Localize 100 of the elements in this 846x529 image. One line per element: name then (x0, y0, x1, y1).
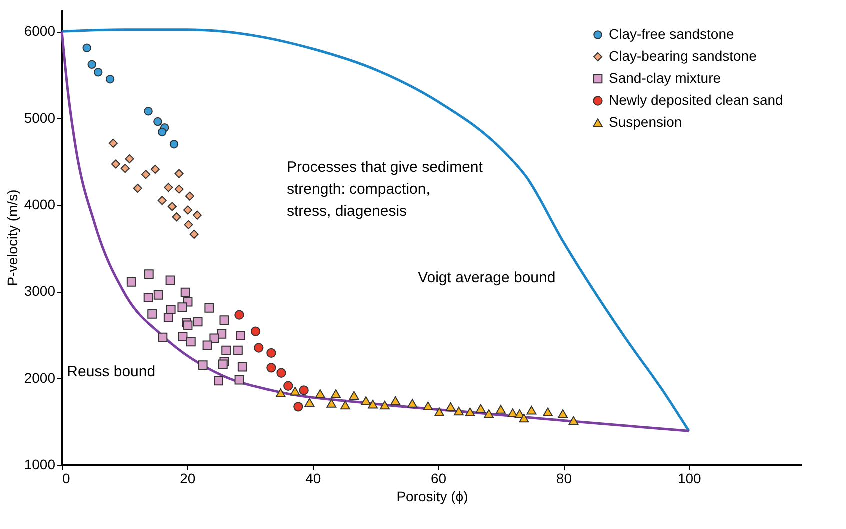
point (166, 305, 176, 315)
point (250, 326, 261, 336)
point (158, 128, 167, 137)
point (198, 360, 208, 370)
point (210, 334, 220, 344)
point (465, 408, 476, 417)
point (204, 303, 214, 313)
y-axis-title: P-velocity (m/s) (4, 190, 20, 286)
point (164, 312, 174, 322)
point (142, 170, 151, 180)
point (558, 409, 568, 418)
legend-label: Clay-bearing sandstone (609, 48, 758, 64)
point (172, 212, 182, 222)
point (94, 68, 103, 77)
point (368, 400, 378, 409)
point (326, 399, 337, 408)
point (519, 414, 530, 423)
legend-label: Newly deposited clean sand (609, 92, 784, 108)
point (304, 398, 315, 407)
point (108, 138, 118, 148)
point (174, 169, 184, 178)
point (184, 220, 194, 230)
point (125, 154, 134, 164)
point (222, 346, 231, 356)
point (184, 206, 193, 215)
point (454, 406, 464, 416)
point (276, 368, 286, 378)
point (340, 400, 350, 410)
point (218, 360, 228, 370)
point (164, 183, 174, 192)
y-tick-label: 3000 (24, 283, 56, 300)
point (88, 60, 96, 69)
point (380, 400, 390, 410)
point (190, 230, 199, 239)
point (434, 408, 444, 417)
point (238, 362, 248, 372)
annotation: Processes that give sediment strength: compaction, stress, diagenesis (287, 159, 484, 220)
point (186, 337, 196, 347)
point (446, 402, 456, 412)
point (148, 310, 157, 319)
point (390, 396, 401, 406)
point (133, 184, 142, 194)
point (144, 293, 154, 302)
x-tick-label: 20 (180, 470, 196, 486)
y-tick-label: 4000 (24, 196, 56, 212)
point (158, 196, 167, 206)
point (144, 107, 153, 116)
point (168, 202, 177, 212)
point (331, 390, 342, 398)
point (294, 402, 304, 412)
point (174, 184, 184, 194)
point (106, 74, 115, 84)
point (543, 408, 553, 417)
point (154, 117, 162, 126)
point (236, 331, 246, 341)
point (476, 404, 486, 414)
point (508, 408, 518, 418)
point (158, 332, 168, 342)
annotation: Reuss bound (67, 364, 156, 381)
point (154, 290, 164, 300)
y-tick-label: 1000 (24, 456, 56, 472)
y-tick-label: 2000 (24, 370, 56, 386)
point (290, 386, 300, 396)
point (111, 160, 120, 169)
legend-label: Sand-clay mixture (609, 70, 722, 86)
point (234, 375, 244, 385)
point (185, 192, 194, 201)
point (496, 405, 506, 414)
point (126, 277, 136, 287)
point (408, 399, 418, 408)
point (220, 316, 230, 325)
legend-label: Clay-free sandstone (609, 26, 735, 42)
point (526, 406, 537, 415)
point (266, 363, 276, 373)
y-tick-label: 6000 (24, 23, 56, 40)
point (180, 288, 190, 298)
annotation: Voigt average bound (418, 269, 556, 286)
y-tick-label: 5000 (24, 110, 56, 126)
x-tick-label: 60 (430, 470, 447, 486)
x-tick-label: 0 (62, 470, 70, 486)
point (484, 409, 494, 418)
point (178, 332, 188, 342)
point (144, 270, 154, 280)
point (192, 210, 202, 220)
x-tick-label: 100 (678, 470, 702, 486)
x-tick-label: 80 (556, 470, 572, 486)
point (217, 329, 227, 339)
point (234, 310, 244, 320)
point (214, 376, 224, 386)
point (361, 396, 372, 406)
point (315, 390, 326, 398)
point (82, 44, 92, 52)
point (193, 317, 203, 327)
point (299, 386, 309, 396)
point (183, 320, 193, 330)
point (254, 343, 264, 353)
point (423, 402, 434, 410)
point (284, 381, 294, 391)
point (266, 348, 276, 358)
legend-label: Suspension (609, 114, 682, 130)
